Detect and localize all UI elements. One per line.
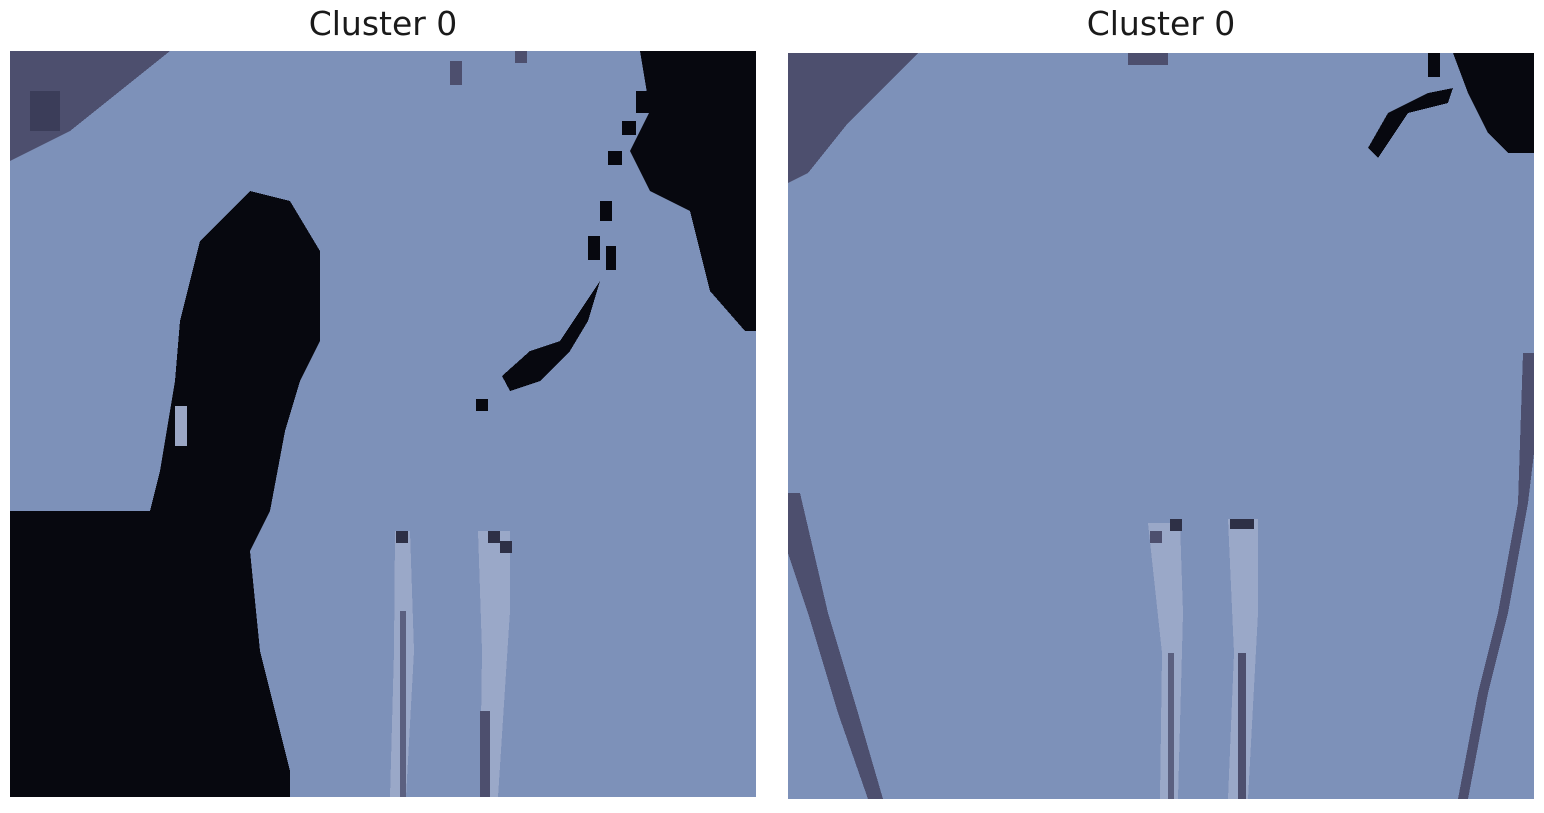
cluster-image-left bbox=[10, 51, 756, 797]
panel-title: Cluster 0 bbox=[308, 4, 458, 43]
panel-title: Cluster 0 bbox=[1086, 4, 1236, 43]
cluster-image-right bbox=[788, 53, 1534, 799]
